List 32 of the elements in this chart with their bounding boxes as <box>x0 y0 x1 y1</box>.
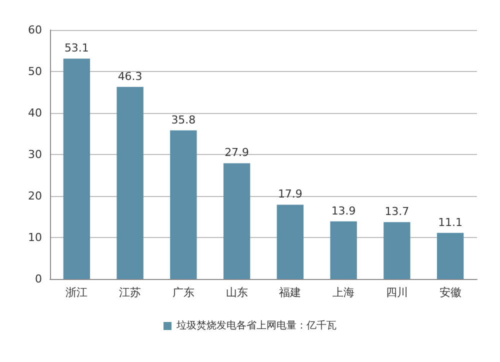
legend-label: 垃圾焚烧发电各省上网电量：亿千瓦 <box>176 320 336 332</box>
bar <box>170 130 197 279</box>
data-label: 35.8 <box>171 113 196 126</box>
data-label: 27.9 <box>224 146 250 160</box>
y-tick-label: 40 <box>28 106 42 120</box>
y-tick-label: 20 <box>28 190 42 202</box>
x-tick-label: 广东 <box>172 286 194 299</box>
data-label: 17.9 <box>278 188 302 201</box>
data-label: 13.9 <box>331 204 356 218</box>
data-label: 46.3 <box>118 70 142 83</box>
x-tick-label: 浙江 <box>66 286 88 299</box>
x-tick-label: 四川 <box>386 286 408 299</box>
y-tick-label: 0 <box>35 272 42 286</box>
bar <box>63 58 90 279</box>
bar <box>116 86 144 279</box>
bar <box>384 222 410 279</box>
bar <box>276 204 304 279</box>
data-label: 53.1 <box>64 42 89 55</box>
x-tick-label: 福建 <box>279 286 302 299</box>
y-tick-label: 10 <box>28 231 42 244</box>
data-label: 11.1 <box>438 216 463 229</box>
data-label: 13.7 <box>384 205 410 218</box>
y-tick-label: 50 <box>28 65 42 78</box>
x-tick-label: 上海 <box>332 286 355 299</box>
x-tick-label: 安徽 <box>439 286 462 299</box>
x-tick-label: 山东 <box>226 286 248 299</box>
bar <box>436 232 464 279</box>
y-tick-label: 30 <box>28 148 42 161</box>
bar <box>223 163 250 279</box>
y-tick-label: 60 <box>28 24 42 36</box>
bar <box>330 221 357 279</box>
x-tick-label: 江苏 <box>119 286 142 299</box>
